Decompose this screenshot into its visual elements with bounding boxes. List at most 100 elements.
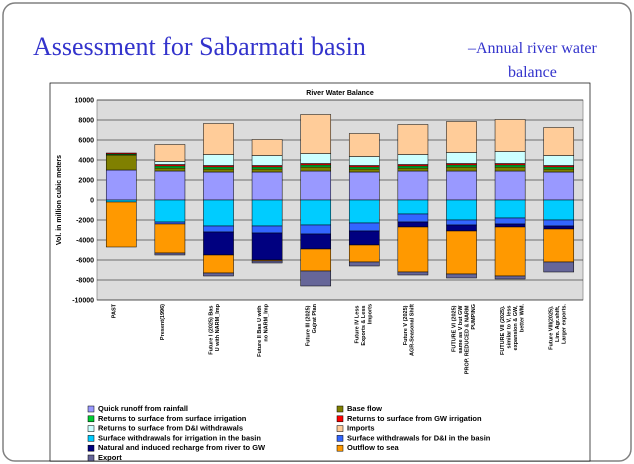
bar-segment	[300, 270, 332, 287]
bar-segment	[543, 219, 575, 227]
legend-label: Base flow	[347, 404, 382, 413]
bar-segment	[446, 224, 477, 232]
bar-segment	[494, 199, 526, 219]
bar-segment	[154, 252, 186, 256]
y-tick-label: 10000	[75, 98, 95, 105]
bar-segment	[397, 226, 429, 273]
bar-segment	[543, 168, 575, 173]
legend-label: Outflow to sea	[347, 443, 399, 452]
bar-segment	[348, 244, 380, 263]
bar-segment	[348, 168, 380, 173]
bar-segment	[543, 155, 575, 166]
bar-segment	[446, 199, 477, 221]
bar-segment	[154, 165, 186, 169]
legend-label: Imports	[347, 424, 375, 433]
bar-segment	[446, 164, 477, 168]
x-tick-label: Future IV Less Exports & Less Imports	[354, 304, 373, 346]
bar-segment	[154, 170, 186, 201]
bar-segment	[348, 171, 380, 201]
y-axis-label: Vol. in million cubic meters	[56, 155, 63, 245]
bar-segment	[397, 199, 429, 215]
slide-subtitle: –Annual river water balance	[467, 40, 601, 81]
bar-segment	[494, 217, 526, 225]
bar-segment	[348, 230, 380, 246]
bar-segment	[446, 121, 477, 153]
bar-segment	[105, 154, 137, 171]
bar-segment	[154, 144, 186, 162]
x-tick-label: Present(1996)	[160, 304, 166, 340]
legend-label: Returns to surface from GW irrigation	[347, 414, 482, 423]
bar-segment	[446, 273, 477, 279]
bar-segment	[494, 151, 526, 164]
bar-segment	[348, 166, 380, 170]
legend-label: Returns to surface from D&I withdrawals	[98, 424, 243, 433]
legend-label: Export	[98, 453, 122, 462]
bar-segment	[154, 167, 186, 172]
bar-segment	[300, 114, 332, 154]
bar-segment	[397, 170, 429, 201]
bar-segment	[154, 161, 186, 165]
bar-segment	[543, 171, 575, 201]
bar-segment	[154, 199, 186, 223]
x-tick-label: FUTURE VI (2025) same as V but GW PROP. …	[452, 304, 478, 374]
bar-segment	[251, 232, 283, 261]
bar-segment	[446, 170, 477, 201]
bar-segment	[543, 225, 575, 230]
legend-label: Quick runoff from rainfall	[98, 404, 188, 413]
legend-swatch	[87, 425, 95, 432]
y-tick-label: 4000	[78, 158, 94, 165]
legend-label: Surface withdrawals for D&I in the basin	[347, 433, 491, 442]
bar-segment	[543, 127, 575, 156]
bar-segment	[300, 166, 332, 172]
bar-segment	[543, 228, 575, 263]
y-tick-label: 6000	[78, 138, 94, 145]
bar-segment	[397, 165, 429, 169]
legend-label: Returns to surface from surface irrigati…	[98, 414, 247, 423]
bar-segment	[251, 166, 283, 170]
legend-label: Natural and induced recharge from river …	[98, 443, 266, 452]
bar-segment	[203, 254, 234, 274]
bar-segment	[494, 119, 526, 152]
bar-segment	[397, 154, 429, 165]
bar-segment	[203, 123, 234, 155]
bar-segment	[397, 124, 429, 155]
bar-segment	[203, 168, 234, 173]
bar-segment	[300, 199, 332, 226]
x-tick-label: Future III (2025) Gujrat Plan	[306, 303, 319, 346]
x-tick-label: FUTURE VII (2025). similar to V, less ex…	[500, 304, 525, 356]
bar-segment	[348, 133, 380, 157]
bar-segment	[203, 154, 234, 166]
bar-segment	[105, 169, 137, 201]
y-tick-label: 2000	[78, 178, 94, 185]
bar-segment	[543, 199, 575, 221]
bar-segment	[300, 153, 332, 164]
bar-segment	[543, 261, 575, 273]
bar-segment	[300, 170, 332, 201]
bar-segment	[251, 260, 283, 264]
x-tick-label: Future II Bas U with no NARM_Imp	[257, 303, 270, 357]
legend-swatch	[87, 405, 95, 413]
legend-swatch	[336, 444, 344, 452]
bar-segment	[397, 167, 429, 172]
bar-segment	[251, 155, 283, 166]
bar-segment	[203, 231, 234, 256]
bar-segment	[154, 223, 186, 254]
bar-segment	[543, 166, 575, 170]
bar-segment	[494, 223, 526, 228]
y-tick-label: -6000	[76, 258, 94, 265]
legend-swatch	[336, 405, 344, 413]
y-tick-label: -2000	[76, 218, 94, 225]
bar-segment	[397, 213, 429, 223]
legend-swatch	[87, 415, 95, 423]
bar-segment	[348, 222, 380, 232]
bar-segment	[446, 230, 477, 275]
bar-segment	[446, 152, 477, 164]
bar-segment	[203, 199, 234, 227]
y-tick-label: 0	[90, 198, 94, 205]
bar-segment	[203, 272, 234, 277]
bar-segment	[251, 139, 283, 156]
legend-swatch	[87, 435, 95, 442]
y-tick-label: -8000	[76, 278, 94, 285]
